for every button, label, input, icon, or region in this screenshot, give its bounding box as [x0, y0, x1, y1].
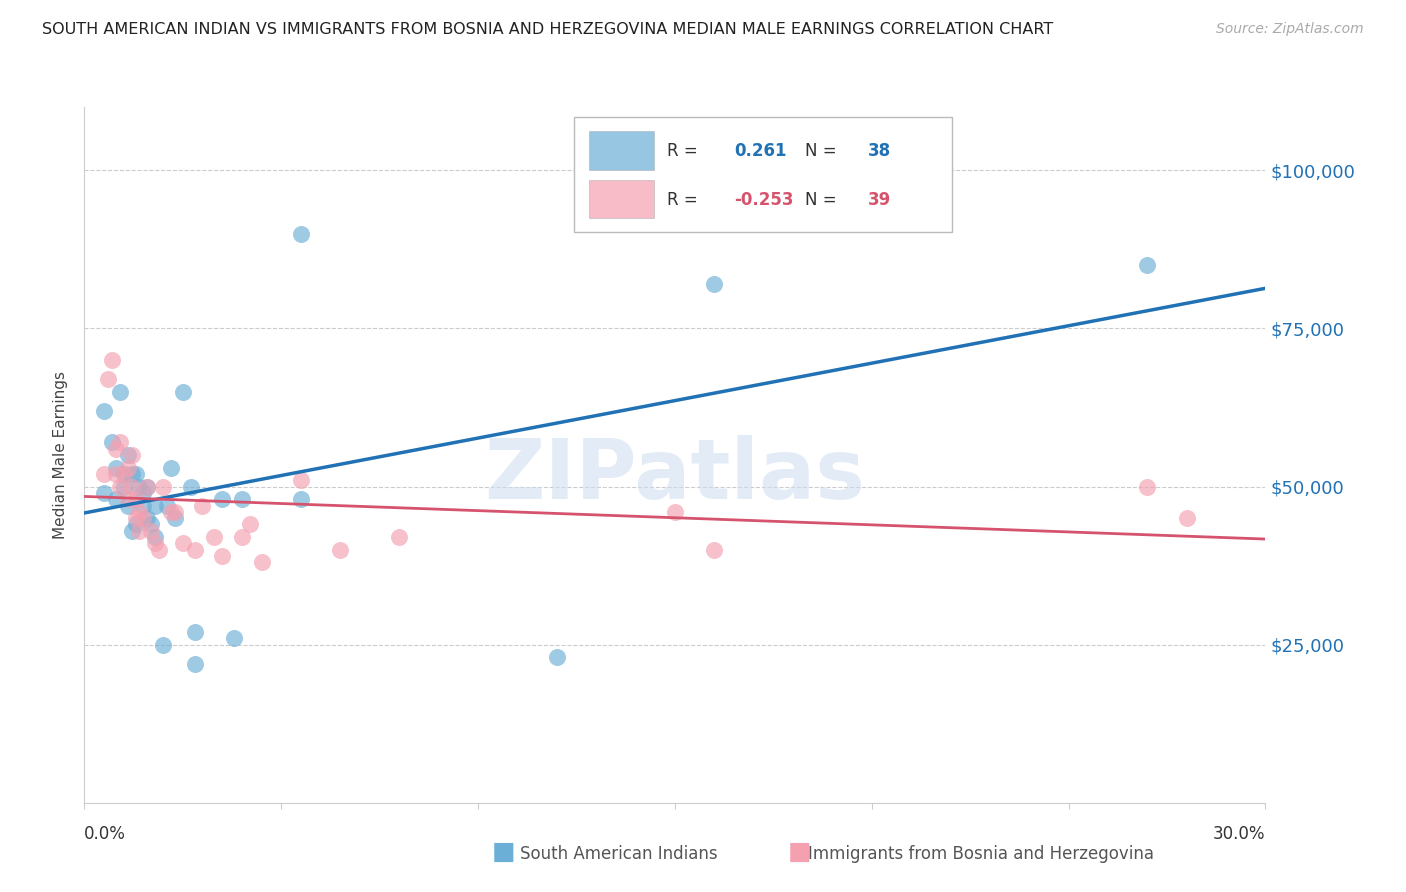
Text: -0.253: -0.253 [734, 191, 793, 209]
Point [180, 479, 202, 493]
Point [121, 467, 143, 481]
Point [290, 227, 312, 241]
Point [136, 479, 159, 493]
Point [222, 632, 245, 646]
Point [132, 486, 155, 500]
Point [104, 492, 127, 507]
Text: 30.0%: 30.0% [1213, 825, 1265, 843]
Point [108, 435, 131, 450]
Text: ■: ■ [787, 839, 811, 863]
Point [143, 536, 166, 550]
Point [231, 492, 253, 507]
Point [1136, 479, 1159, 493]
Point [112, 467, 135, 481]
Point [121, 524, 143, 538]
FancyBboxPatch shape [575, 118, 952, 232]
Point [121, 448, 143, 462]
Text: 0.261: 0.261 [734, 142, 786, 160]
Point [191, 499, 214, 513]
Point [172, 536, 194, 550]
Point [101, 353, 124, 368]
Point [160, 460, 183, 475]
Point [117, 492, 139, 507]
Point [183, 625, 205, 640]
FancyBboxPatch shape [589, 131, 654, 169]
Point [143, 530, 166, 544]
Text: N =: N = [804, 191, 842, 209]
Y-axis label: Median Male Earnings: Median Male Earnings [53, 371, 69, 539]
Point [329, 542, 352, 557]
Point [124, 511, 146, 525]
Point [124, 517, 146, 532]
Point [172, 384, 194, 399]
Text: Immigrants from Bosnia and Herzegovina: Immigrants from Bosnia and Herzegovina [808, 846, 1154, 863]
Point [104, 442, 127, 456]
Text: ■: ■ [492, 839, 516, 863]
Point [202, 530, 225, 544]
Point [152, 638, 174, 652]
Point [93, 486, 115, 500]
Point [128, 479, 150, 493]
Point [97, 372, 120, 386]
Point [1175, 511, 1198, 525]
Point [141, 517, 163, 532]
Point [101, 435, 124, 450]
Text: Source: ZipAtlas.com: Source: ZipAtlas.com [1216, 22, 1364, 37]
Point [112, 467, 135, 481]
Point [163, 505, 186, 519]
Text: 38: 38 [868, 142, 890, 160]
Point [112, 479, 135, 493]
Point [290, 473, 312, 487]
Point [211, 549, 233, 563]
Text: 39: 39 [868, 191, 890, 209]
Point [239, 517, 262, 532]
Point [290, 492, 312, 507]
Point [108, 479, 131, 493]
Point [117, 499, 139, 513]
Point [703, 542, 725, 557]
Point [124, 492, 146, 507]
Point [121, 479, 143, 493]
Point [93, 403, 115, 417]
Point [104, 467, 127, 481]
Point [128, 505, 150, 519]
Point [117, 460, 139, 475]
Point [156, 499, 179, 513]
Point [250, 556, 273, 570]
Point [136, 511, 159, 525]
Point [143, 499, 166, 513]
Text: R =: R = [666, 191, 703, 209]
FancyBboxPatch shape [589, 180, 654, 219]
Text: N =: N = [804, 142, 842, 160]
Point [104, 460, 127, 475]
Point [183, 542, 205, 557]
Point [136, 479, 159, 493]
Point [211, 492, 233, 507]
Point [183, 657, 205, 671]
Text: SOUTH AMERICAN INDIAN VS IMMIGRANTS FROM BOSNIA AND HERZEGOVINA MEDIAN MALE EARN: SOUTH AMERICAN INDIAN VS IMMIGRANTS FROM… [42, 22, 1053, 37]
Point [163, 511, 186, 525]
Point [117, 448, 139, 462]
Point [132, 499, 155, 513]
Point [108, 384, 131, 399]
Point [231, 530, 253, 544]
Point [703, 277, 725, 292]
Point [128, 524, 150, 538]
Point [388, 530, 411, 544]
Point [148, 542, 170, 557]
Point [152, 479, 174, 493]
Point [141, 524, 163, 538]
Point [132, 511, 155, 525]
Point [664, 505, 686, 519]
Text: R =: R = [666, 142, 703, 160]
Point [93, 467, 115, 481]
Text: 0.0%: 0.0% [84, 825, 127, 843]
Point [1136, 258, 1159, 272]
Point [546, 650, 568, 665]
Text: ZIPatlas: ZIPatlas [485, 435, 865, 516]
Point [160, 505, 183, 519]
Text: South American Indians: South American Indians [520, 846, 718, 863]
Point [124, 467, 146, 481]
